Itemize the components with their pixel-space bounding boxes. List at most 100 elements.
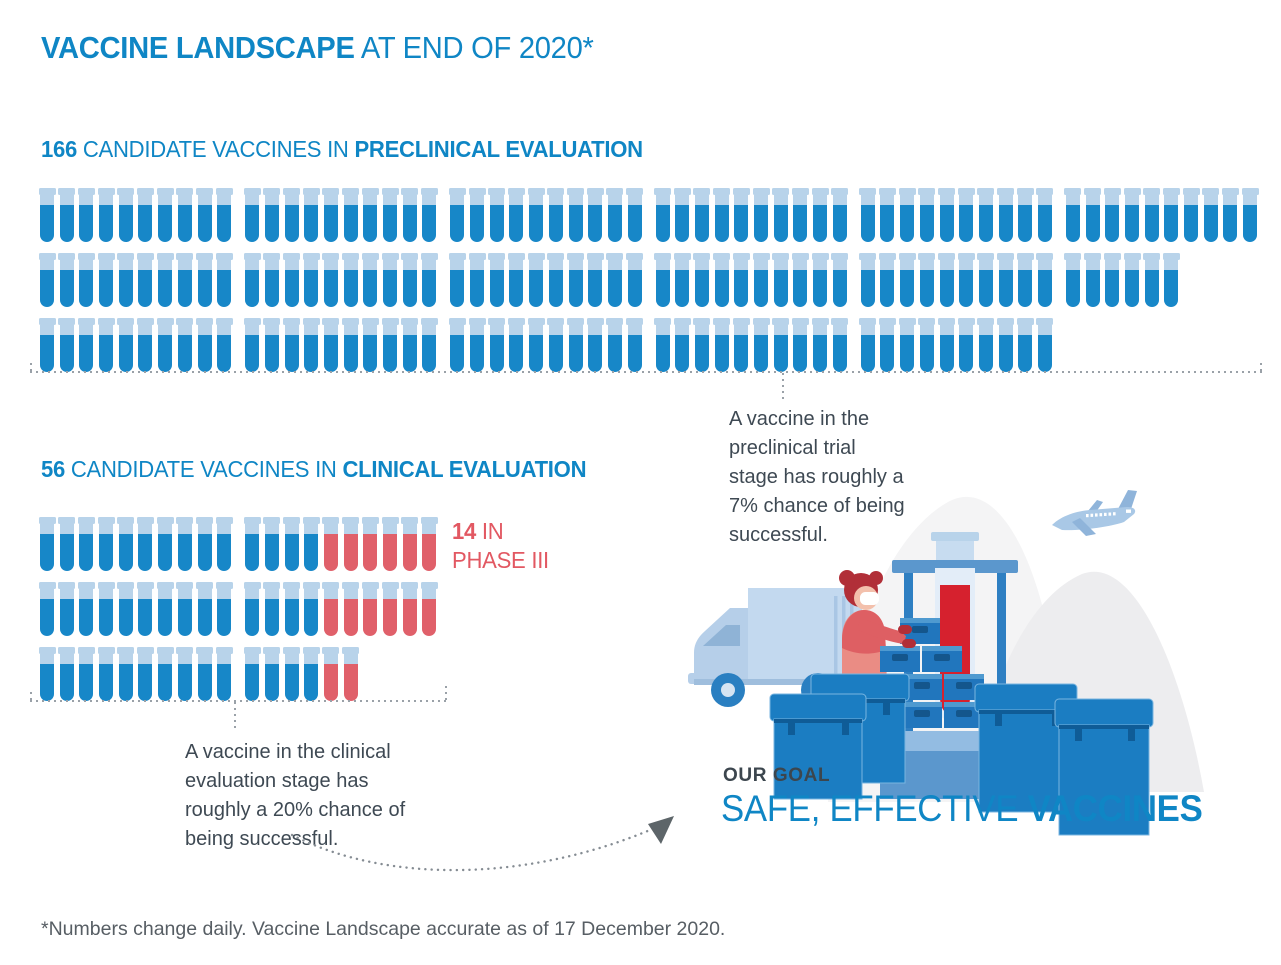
test-tube-icon (196, 318, 213, 372)
preclinical-pictogram (38, 188, 1259, 383)
test-tube-icon (263, 647, 281, 701)
test-tube-icon (859, 253, 877, 307)
test-tube-icon (97, 318, 115, 372)
test-tube-icon (117, 582, 135, 636)
test-tube-icon (58, 647, 76, 701)
test-tube-icon (215, 582, 233, 636)
test-tube-icon (77, 582, 95, 636)
test-tube-icon (586, 253, 604, 307)
test-tube-icon (567, 253, 584, 307)
test-tube-icon (342, 517, 360, 571)
clinical-bracket-right-tick (445, 686, 447, 700)
test-tube-icon (507, 253, 525, 307)
test-tube-icon (772, 188, 790, 242)
face-mask-icon (860, 592, 879, 605)
test-tube-icon (283, 647, 301, 701)
test-tube-icon (196, 188, 213, 242)
test-tube-icon (420, 582, 438, 636)
test-tube-icon (342, 318, 360, 372)
test-tube-icon (263, 188, 281, 242)
test-tube-icon (420, 318, 438, 372)
test-tube-icon (322, 253, 340, 307)
test-tube-icon (176, 582, 194, 636)
test-tube-icon (997, 253, 1015, 307)
test-tube-icon (156, 318, 174, 372)
test-tube-icon (302, 253, 320, 307)
test-tube-icon (693, 188, 711, 242)
test-tube-icon (136, 647, 154, 701)
test-tube-icon (302, 517, 320, 571)
airplane-icon (1052, 490, 1137, 536)
test-tube-icon (606, 318, 624, 372)
test-tube-icon (1182, 188, 1200, 242)
test-tube-icon (791, 253, 809, 307)
test-tube-icon (136, 517, 154, 571)
test-tube-icon (97, 517, 115, 571)
clinical-bracket-line (30, 700, 447, 702)
preclinical-bracket-line (30, 371, 1262, 373)
footnote: *Numbers change daily. Vaccine Landscape… (41, 918, 726, 940)
test-tube-icon (381, 188, 399, 242)
test-tube-icon (401, 517, 419, 571)
test-tube-icon (401, 188, 419, 242)
annotation-arrow (290, 816, 674, 872)
test-tube-icon (283, 582, 301, 636)
clinical-count: 56 (41, 456, 66, 482)
test-tube-icon (1036, 253, 1054, 307)
test-tube-icon (626, 318, 644, 372)
test-tube-icon (58, 318, 76, 372)
test-tube-icon (283, 318, 301, 372)
test-tube-icon (38, 188, 56, 242)
test-tube-icon (586, 188, 604, 242)
test-tube-icon (263, 318, 281, 372)
test-tube-icon (547, 318, 565, 372)
test-tube-icon (732, 188, 750, 242)
test-tube-icon (361, 517, 379, 571)
test-tube-icon (468, 318, 486, 372)
test-tube-icon (401, 253, 419, 307)
test-tube-icon (196, 582, 213, 636)
cooler-boxes (769, 673, 1154, 836)
test-tube-icon (176, 188, 194, 242)
preclinical-heading-mid: CANDIDATE VACCINES IN (77, 136, 355, 162)
clinical-annotation-tick (234, 702, 236, 732)
phase3-count: 14 (452, 518, 477, 544)
test-tube-icon (693, 318, 711, 372)
test-tube-icon (342, 582, 360, 636)
test-tube-icon (156, 188, 174, 242)
clinical-bracket-left-tick (30, 692, 32, 700)
test-tube-icon (97, 253, 115, 307)
test-tube-icon (898, 188, 916, 242)
test-tube-icon (1221, 188, 1239, 242)
goal-headline-normal: SAFE, EFFECTIVE (721, 788, 1028, 829)
test-tube-icon (361, 188, 379, 242)
test-tube-icon (342, 253, 360, 307)
test-tube-icon (420, 188, 438, 242)
test-tube-icon (448, 188, 466, 242)
test-tube-icon (1143, 253, 1161, 307)
test-tube-icon (713, 188, 731, 242)
test-tube-icon (381, 318, 399, 372)
worker-arm (858, 618, 916, 648)
test-tube-icon (58, 188, 76, 242)
test-tube-icon (243, 582, 261, 636)
test-tube-icon (401, 318, 419, 372)
test-tube-icon (302, 647, 320, 701)
test-tube-icon (77, 318, 95, 372)
preclinical-annotation: A vaccine in the preclinical trial stage… (729, 408, 905, 546)
test-tube-icon (898, 253, 916, 307)
test-tube-icon (468, 253, 486, 307)
test-tube-icon (713, 318, 731, 372)
test-tube-icon (732, 318, 750, 372)
test-tube-icon (547, 253, 565, 307)
test-tube-icon (215, 253, 233, 307)
test-tube-icon (527, 318, 545, 372)
test-tube-icon (673, 318, 691, 372)
test-tube-icon (527, 253, 545, 307)
test-tube-icon (322, 647, 340, 701)
test-tube-icon (918, 253, 936, 307)
test-tube-icon (215, 318, 233, 372)
test-tube-icon (488, 253, 506, 307)
test-tube-icon (243, 188, 261, 242)
